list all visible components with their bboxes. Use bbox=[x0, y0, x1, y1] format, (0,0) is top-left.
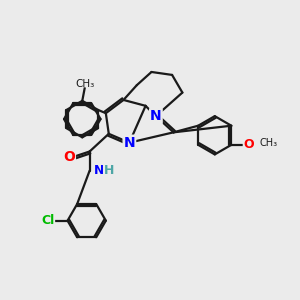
Text: O: O bbox=[63, 150, 75, 164]
Text: N: N bbox=[150, 109, 162, 123]
Text: O: O bbox=[244, 138, 254, 151]
Text: CH₃: CH₃ bbox=[75, 79, 94, 89]
Text: N: N bbox=[94, 164, 104, 176]
Text: CH₃: CH₃ bbox=[259, 138, 278, 148]
Text: N: N bbox=[124, 136, 135, 150]
Text: H: H bbox=[103, 164, 114, 176]
Text: Cl: Cl bbox=[41, 214, 54, 227]
